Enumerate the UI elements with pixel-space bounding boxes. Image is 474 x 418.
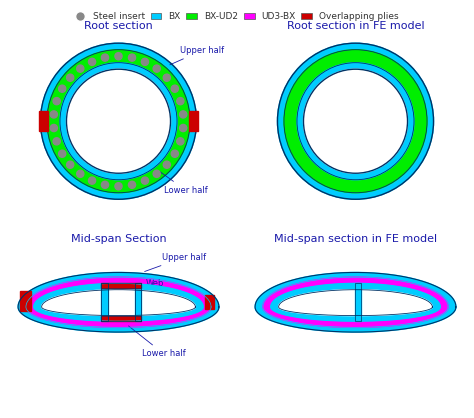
Bar [101, 283, 108, 321]
Bar [189, 112, 198, 131]
Bar [101, 316, 141, 321]
Circle shape [89, 177, 96, 184]
Polygon shape [263, 277, 448, 327]
Bar [101, 283, 141, 288]
Text: Lower half: Lower half [128, 326, 186, 358]
Circle shape [66, 69, 171, 173]
Bar [101, 283, 141, 288]
Circle shape [101, 54, 109, 61]
Circle shape [47, 50, 190, 193]
Bar [101, 283, 108, 321]
Circle shape [128, 54, 136, 61]
Circle shape [50, 111, 57, 118]
Circle shape [67, 74, 74, 81]
Circle shape [77, 170, 84, 177]
Bar [355, 283, 361, 321]
Circle shape [177, 97, 184, 104]
Circle shape [40, 43, 197, 199]
Polygon shape [279, 290, 432, 316]
Polygon shape [271, 283, 440, 321]
Bar [135, 283, 141, 321]
Polygon shape [255, 273, 456, 332]
Title: Mid-span section in FE model: Mid-span section in FE model [274, 234, 437, 245]
Legend: Steel insert, BX, BX-UD2, UD3-BX, Overlapping plies: Steel insert, BX, BX-UD2, UD3-BX, Overla… [75, 12, 399, 21]
Circle shape [177, 138, 184, 145]
Circle shape [163, 74, 170, 81]
Circle shape [180, 125, 187, 132]
Circle shape [77, 65, 84, 72]
Bar [19, 291, 31, 311]
Circle shape [115, 53, 122, 60]
Polygon shape [18, 273, 219, 332]
Circle shape [153, 65, 160, 72]
Circle shape [303, 69, 408, 173]
Circle shape [67, 161, 74, 168]
Circle shape [89, 58, 96, 65]
Circle shape [171, 85, 178, 92]
Circle shape [115, 183, 122, 190]
Text: Lower half: Lower half [160, 172, 208, 195]
Text: Upper half: Upper half [170, 46, 224, 65]
Title: Root section in FE model: Root section in FE model [287, 21, 424, 31]
Text: Web: Web [124, 279, 164, 294]
Bar [101, 316, 141, 321]
Bar [205, 295, 214, 309]
Polygon shape [26, 277, 211, 327]
Circle shape [59, 85, 66, 92]
Circle shape [171, 150, 178, 157]
Circle shape [50, 125, 57, 132]
Circle shape [284, 50, 427, 193]
Bar [355, 283, 361, 321]
Circle shape [53, 97, 60, 104]
Bar [135, 283, 141, 321]
Circle shape [141, 58, 148, 65]
Polygon shape [42, 290, 195, 316]
Title: Root section: Root section [84, 21, 153, 31]
Text: Upper half: Upper half [145, 253, 206, 272]
Circle shape [163, 161, 170, 168]
Circle shape [141, 177, 148, 184]
Circle shape [101, 181, 109, 189]
Circle shape [60, 63, 177, 180]
Title: Mid-span Section: Mid-span Section [71, 234, 166, 245]
Circle shape [180, 111, 187, 118]
Circle shape [53, 138, 60, 145]
Bar [39, 112, 48, 131]
Circle shape [153, 170, 160, 177]
Polygon shape [34, 283, 203, 321]
Circle shape [128, 181, 136, 189]
Circle shape [297, 63, 414, 180]
Circle shape [277, 43, 434, 199]
Circle shape [59, 150, 66, 157]
